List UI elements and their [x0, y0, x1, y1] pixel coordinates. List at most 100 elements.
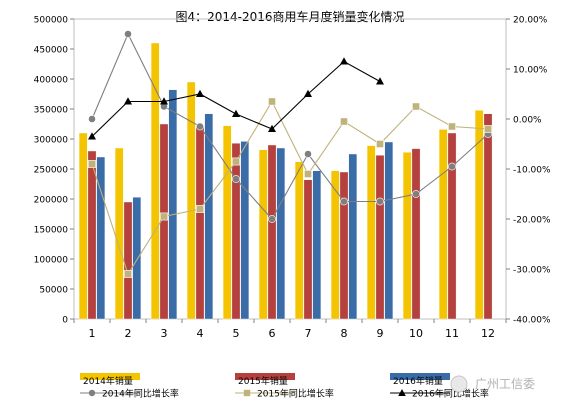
bar-2015年销量	[267, 144, 277, 320]
legend-label-2014年销量: 2014年销量	[83, 375, 133, 387]
x-axis-tick-label: 9	[377, 327, 384, 340]
x-axis-tick-label: 11	[445, 327, 459, 340]
point-2015年同比增长率	[88, 160, 96, 168]
point-2015年同比增长率	[340, 117, 348, 126]
line-2014年同比增长率	[91, 32, 489, 220]
x-axis-tick-label: 6	[269, 327, 276, 340]
point-2015年同比增长率	[160, 212, 168, 221]
bar-2014年销量	[258, 149, 268, 320]
legend-swatch-2016年销量	[390, 373, 450, 380]
point-2014年同比增长率	[340, 197, 348, 206]
point-2016年同比增长率	[124, 97, 132, 105]
x-axis-tick-label: 10	[409, 327, 423, 340]
bar-2014年销量	[186, 81, 196, 320]
right-axis-tick-label: 0.00%	[513, 116, 542, 126]
point-2016年同比增长率	[376, 77, 384, 85]
right-axis-tick-label: -30.00%	[513, 266, 551, 276]
bar-2014年销量	[366, 145, 376, 320]
bar-2015年销量	[375, 154, 385, 320]
bar-2016年销量	[204, 113, 214, 320]
point-2016年同比增长率	[268, 124, 276, 132]
bar-2014年销量	[330, 170, 340, 320]
point-2016年同比增长率	[196, 89, 204, 97]
legend-label-2014年同比增长率: 2014年同比增长率	[102, 388, 179, 400]
bar-2016年销量	[132, 196, 142, 320]
bar-2015年销量	[123, 201, 133, 320]
legend-marker-2016年同比增长率	[398, 389, 406, 396]
left-axis-tick-label: 400000	[34, 76, 69, 86]
x-axis-tick-label: 3	[161, 327, 168, 340]
point-2014年同比增长率	[268, 215, 276, 223]
bar-2014年销量	[114, 147, 124, 320]
bar-2014年销量	[222, 125, 232, 320]
left-axis-tick-label: 250000	[34, 166, 69, 176]
x-axis-tick-label: 4	[197, 327, 204, 340]
point-2015年同比增长率	[124, 270, 132, 278]
bar-2014年销量	[438, 129, 448, 320]
bar-2016年销量	[240, 141, 250, 320]
point-2015年同比增长率	[484, 125, 492, 133]
point-2014年同比增长率	[88, 115, 96, 123]
x-axis-tick-label: 2	[125, 327, 132, 340]
bar-2015年销量	[447, 132, 457, 320]
right-axis-tick-label: -10.00%	[513, 166, 551, 176]
bar-2015年销量	[411, 148, 421, 320]
legend-marker-2014年同比增长率	[88, 389, 96, 397]
bar-2014年销量	[402, 151, 412, 320]
left-axis-tick-label: 50000	[39, 286, 68, 296]
x-axis-tick-label: 8	[341, 327, 348, 340]
point-2014年同比增长率	[124, 30, 132, 38]
left-axis-tick-label: 0	[62, 316, 68, 326]
point-2014年同比增长率	[196, 122, 204, 131]
left-axis-tick-label: 500000	[34, 16, 69, 26]
x-axis-tick-label: 7	[305, 327, 312, 340]
legend-swatch-2014年销量	[80, 373, 140, 380]
legend-label-2016年销量: 2016年销量	[393, 375, 443, 387]
watermark-text: 广州工信委	[475, 377, 535, 391]
legend-label-2015年同比增长率: 2015年同比增长率	[257, 388, 334, 400]
bar-2014年销量	[474, 109, 484, 320]
legend: 2014年销量 2015年销量 2016年销量 2014年同比增长率 2015年同比增长…	[80, 373, 489, 400]
point-2014年同比增长率	[412, 190, 420, 198]
point-2016年同比增长率	[88, 132, 96, 140]
right-axis-tick-label: 10.00%	[513, 66, 548, 76]
bar-2015年销量	[87, 150, 97, 320]
bar-2015年销量	[231, 142, 241, 320]
legend-label-2015年销量: 2015年销量	[238, 375, 288, 387]
left-axis: 0 50000 100000 150000 200000 250000 300000 3500…	[34, 16, 74, 326]
bar-2015年销量	[195, 125, 205, 320]
point-2015年同比增长率	[412, 102, 420, 111]
legend-label-2016年同比增长率: 2016年同比增长率	[412, 388, 489, 400]
right-axis-tick-label: -40.00%	[513, 316, 551, 326]
point-2016年同比增长率	[160, 97, 168, 105]
point-2016年同比增长率	[340, 57, 348, 65]
left-axis-tick-label: 100000	[34, 256, 69, 266]
line-2015年同比增长率	[91, 100, 489, 276]
point-2016年同比增长率	[232, 109, 240, 117]
watermark-logo-icon	[450, 375, 468, 393]
point-2015年同比增长率	[232, 157, 240, 166]
bar-2016年销量	[348, 153, 358, 320]
right-axis-tick-label: 20.00%	[513, 16, 548, 26]
point-2014年同比增长率	[304, 150, 312, 158]
bar-series-group	[78, 42, 493, 320]
point-2015年同比增长率	[268, 97, 276, 106]
legend-swatch-2015年销量	[235, 373, 295, 380]
point-2015年同比增长率	[196, 205, 204, 213]
bar-2016年销量	[168, 89, 178, 320]
bar-2014年销量	[294, 161, 304, 320]
left-axis-tick-label: 200000	[34, 196, 69, 206]
bar-2016年销量	[276, 147, 286, 320]
left-axis-tick-label: 150000	[34, 226, 69, 236]
point-2015年同比增长率	[376, 140, 384, 148]
left-axis-tick-label: 350000	[34, 106, 69, 116]
x-axis-tick-label: 1	[89, 327, 96, 340]
bar-2015年销量	[483, 113, 493, 320]
x-axis-tick-label: 12	[481, 327, 495, 340]
bar-2015年销量	[159, 123, 169, 320]
point-2014年同比增长率	[448, 162, 456, 171]
bar-2016年销量	[312, 170, 322, 320]
point-2015年同比增长率	[304, 170, 312, 178]
